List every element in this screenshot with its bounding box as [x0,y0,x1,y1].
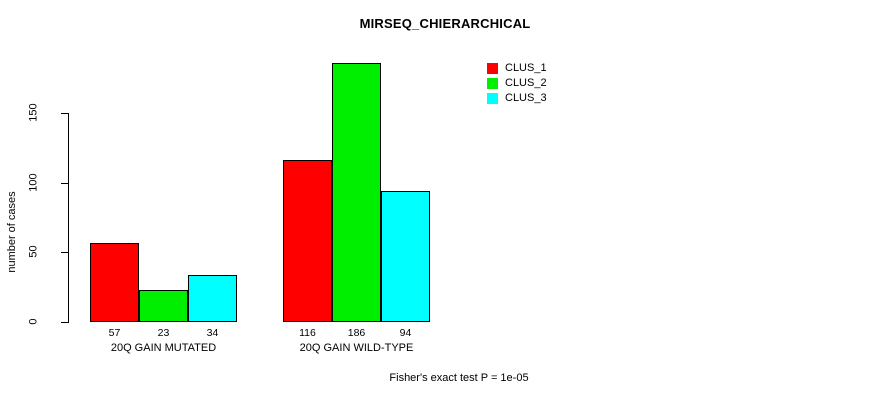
bar-clus_1-group-1 [90,242,139,322]
bar-value-label: 186 [347,327,366,339]
y-axis-tick-label-text: 0 [27,318,40,325]
y-axis-tick-label: 50 [14,246,54,258]
legend-label: CLUS_3 [505,92,547,104]
group-label: 20Q GAIN WILD-TYPE [299,342,414,354]
bar-clus_2-group-2 [332,62,381,322]
y-axis-tick-label-text: 50 [27,245,40,258]
y-axis-tick-label-text: 100 [27,172,40,192]
fisher-test-text: Fisher's exact test P = 1e-05 [389,372,529,384]
legend-color-swatch [487,63,498,74]
y-axis-tick-label-text: 150 [27,103,40,122]
y-axis-tick-label: 100 [14,173,54,191]
y-axis-tick-mark [61,322,69,323]
y-axis-line [68,113,69,323]
chart-title: MIRSEQ_CHIERARCHICAL [359,16,531,31]
bar-clus_1-group-2 [283,160,332,322]
y-axis-tick-label: 150 [14,103,54,121]
legend-item: CLUS_2 [487,76,547,91]
legend-item: CLUS_3 [487,91,547,106]
bar-clus_2-group-1 [139,289,188,322]
legend-color-swatch [487,93,498,104]
bar-clus_3-group-1 [188,274,237,322]
bar-value-label: 57 [108,327,121,339]
y-axis-tick-mark [61,252,69,254]
bar-value-label: 23 [157,327,170,339]
legend-item: CLUS_1 [487,61,547,76]
legend-color-swatch [487,78,498,89]
y-axis-tick-label: 0 [14,316,54,328]
legend-label: CLUS_1 [505,62,547,74]
legend-label: CLUS_2 [505,77,547,89]
bar-value-label: 116 [299,327,316,339]
y-axis-tick-mark [61,112,69,114]
bar-value-label: 34 [206,327,219,339]
legend: CLUS_1 CLUS_2 CLUS_3 [487,61,547,106]
y-axis-title: number of cases [6,191,18,273]
group-label: 20Q GAIN MUTATED [110,342,217,354]
bar-clus_3-group-2 [381,190,430,322]
bar-value-label: 94 [399,327,412,339]
y-axis-tick-mark [61,182,69,184]
footer-note: Fisher's exact test P = 1e-05 [0,372,890,384]
